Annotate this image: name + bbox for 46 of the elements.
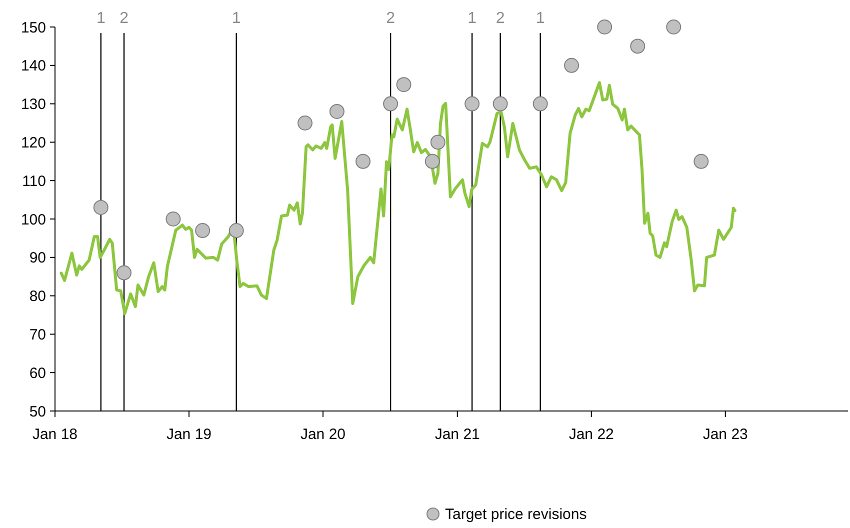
- point: [329, 104, 344, 119]
- y-tick-label: 80: [29, 288, 46, 306]
- point: [298, 116, 313, 130]
- line-series: [60, 81, 736, 315]
- ref-line-label: 1: [468, 10, 477, 27]
- y-tick-label: 90: [29, 250, 46, 267]
- x-tick-label: Jan 22: [568, 426, 614, 443]
- ref-line-label: 2: [386, 10, 396, 27]
- y-tick-label: 130: [20, 96, 46, 114]
- point: [532, 96, 548, 112]
- ref-line-label: 1: [536, 10, 545, 27]
- point: [564, 58, 580, 73]
- y-tick-label: 60: [29, 364, 46, 382]
- y-tick-label: 50: [29, 403, 46, 420]
- point: [424, 154, 440, 169]
- point: [116, 265, 132, 280]
- point: [356, 154, 371, 169]
- ref-line-label: 2: [120, 10, 129, 27]
- x-tick-label: Jan 23: [702, 426, 748, 443]
- point: [597, 20, 612, 34]
- point: [166, 212, 181, 226]
- y-tick-label: 100: [20, 211, 46, 228]
- legend-label: Target price revisions: [445, 506, 587, 523]
- point: [492, 96, 508, 112]
- point: [666, 20, 682, 34]
- point: [195, 223, 210, 238]
- point: [630, 38, 646, 54]
- ref-line-label: 2: [496, 10, 505, 27]
- x-tick-label: Jan 18: [32, 426, 78, 443]
- y-tick-label: 150: [20, 19, 46, 36]
- y-tick-label: 110: [22, 172, 46, 190]
- point: [93, 200, 108, 215]
- ref-line-label: 1: [96, 10, 106, 27]
- x-tick-label: Jan 20: [300, 426, 346, 443]
- y-tick-label: 70: [29, 326, 46, 344]
- ref-line-label: 1: [232, 10, 241, 27]
- point: [464, 96, 480, 112]
- point: [228, 223, 244, 238]
- point: [694, 154, 709, 169]
- point: [383, 96, 398, 112]
- y-tick-label: 120: [20, 134, 46, 152]
- point: [396, 77, 412, 92]
- y-tick-label: 140: [20, 58, 46, 75]
- point: [430, 134, 446, 150]
- x-tick-label: Jan 21: [434, 426, 480, 443]
- x-tick-label: Jan 19: [166, 426, 212, 443]
